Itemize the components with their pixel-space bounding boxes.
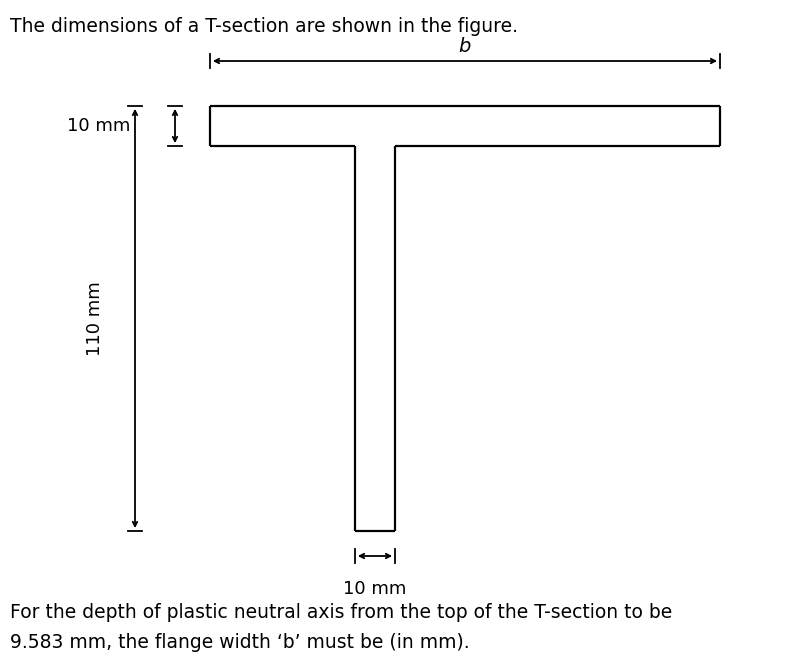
Text: $b$: $b$ — [459, 36, 472, 56]
Text: 110 mm: 110 mm — [86, 282, 104, 356]
Text: 10 mm: 10 mm — [343, 580, 406, 598]
Text: 10 mm: 10 mm — [67, 117, 130, 135]
Text: The dimensions of a T-section are shown in the figure.: The dimensions of a T-section are shown … — [10, 17, 518, 36]
Text: For the depth of plastic neutral axis from the top of the T-section to be: For the depth of plastic neutral axis fr… — [10, 603, 672, 623]
Text: 9.583 mm, the flange width ‘b’ must be (in mm).: 9.583 mm, the flange width ‘b’ must be (… — [10, 633, 470, 652]
